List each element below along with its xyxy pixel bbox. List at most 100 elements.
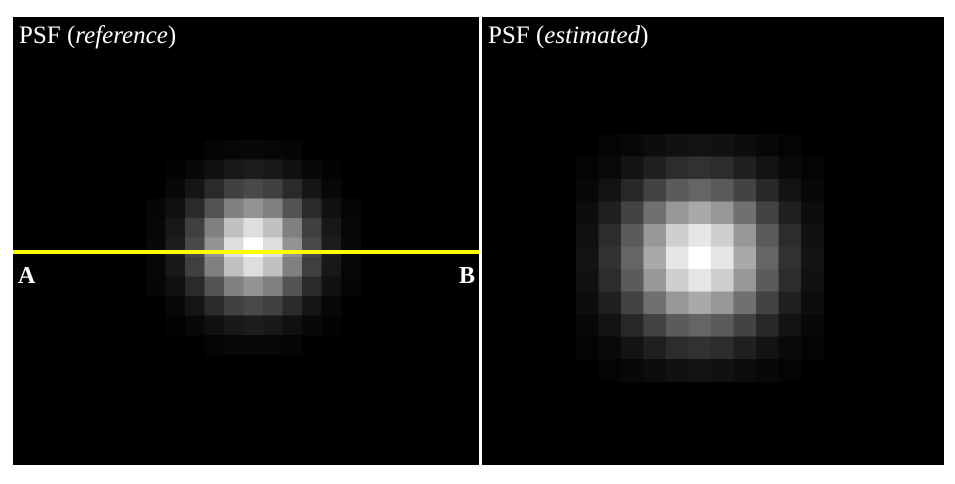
psf-pixel — [146, 276, 166, 297]
psf-pixel — [263, 198, 283, 219]
psf-pixel — [165, 257, 186, 277]
psf-pixel — [666, 201, 689, 225]
psf-pixel — [801, 224, 824, 247]
estimated-panel-title: PSF (estimated) — [488, 22, 649, 49]
psf-pixel — [302, 257, 322, 277]
psf-pixel — [688, 336, 712, 360]
psf-pixel — [756, 269, 779, 292]
psf-pixel — [778, 359, 802, 382]
psf-pixel — [643, 224, 667, 247]
psf-pixel — [733, 291, 757, 315]
psf-pixel — [341, 276, 361, 297]
psf-pixel — [243, 257, 264, 277]
psf-pixel — [666, 224, 689, 247]
psf-pixel — [321, 315, 342, 336]
psf-pixel — [282, 198, 303, 219]
psf-pixel — [756, 314, 779, 337]
psf-pixel — [282, 218, 303, 238]
psf-pixel — [302, 198, 322, 219]
psf-pixel — [341, 198, 361, 219]
psf-pixel — [204, 179, 225, 199]
psf-pixel — [688, 134, 712, 157]
psf-pixel — [224, 198, 244, 219]
psf-pixel — [643, 291, 667, 315]
psf-pixel — [204, 315, 225, 336]
psf-pixel-grid — [576, 134, 824, 382]
psf-pixel — [185, 296, 205, 316]
psf-pixel — [733, 224, 757, 247]
psf-pixel — [204, 218, 225, 238]
psf-pixel — [598, 134, 622, 157]
psf-pixel — [243, 198, 264, 219]
psf-pixel — [165, 218, 186, 238]
psf-pixel — [321, 218, 342, 238]
psf-pixel — [756, 156, 779, 180]
psf-pixel — [185, 159, 205, 180]
estimated-psf-image — [576, 134, 824, 382]
psf-pixel — [185, 179, 205, 199]
profile-line-a-b — [13, 250, 479, 254]
psf-pixel — [801, 314, 824, 337]
psf-pixel — [224, 257, 244, 277]
psf-pixel — [224, 140, 244, 160]
psf-pixel — [643, 359, 667, 382]
psf-pixel — [282, 315, 303, 336]
psf-pixel — [756, 336, 779, 360]
psf-pixel — [263, 276, 283, 297]
psf-pixel — [185, 237, 205, 258]
psf-pixel — [621, 246, 644, 270]
psf-pixel — [733, 156, 757, 180]
psf-pixel — [711, 134, 734, 157]
psf-pixel — [711, 224, 734, 247]
psf-pixel — [165, 198, 186, 219]
psf-pixel — [282, 159, 303, 180]
psf-pixel — [733, 314, 757, 337]
psf-pixel — [598, 359, 622, 382]
psf-pixel — [666, 246, 689, 270]
psf-pixel — [243, 296, 264, 316]
psf-pixel — [778, 156, 802, 180]
psf-pixel — [243, 237, 264, 258]
psf-pixel — [688, 156, 712, 180]
psf-pixel — [165, 237, 186, 258]
psf-pixel — [643, 246, 667, 270]
psf-pixel — [733, 359, 757, 382]
psf-pixel — [576, 224, 599, 247]
psf-pixel — [243, 179, 264, 199]
psf-pixel — [711, 269, 734, 292]
psf-pixel — [576, 246, 599, 270]
psf-pixel — [341, 218, 361, 238]
psf-pixel — [778, 134, 802, 157]
psf-pixel — [711, 314, 734, 337]
psf-pixel — [666, 314, 689, 337]
psf-pixel-grid — [146, 140, 361, 355]
psf-pixel — [598, 179, 622, 202]
psf-pixel — [302, 276, 322, 297]
psf-pixel — [711, 359, 734, 382]
psf-pixel — [643, 269, 667, 292]
psf-pixel — [621, 224, 644, 247]
psf-pixel — [282, 276, 303, 297]
psf-pixel — [321, 257, 342, 277]
psf-pixel — [598, 336, 622, 360]
psf-pixel — [576, 179, 599, 202]
psf-pixel — [688, 291, 712, 315]
psf-pixel — [321, 198, 342, 219]
psf-pixel — [621, 179, 644, 202]
psf-pixel — [263, 257, 283, 277]
psf-pixel — [688, 269, 712, 292]
psf-pixel — [733, 336, 757, 360]
psf-pixel — [243, 140, 264, 160]
psf-pixel — [621, 291, 644, 315]
estimated-psf-panel: PSF (estimated) — [482, 17, 944, 465]
psf-pixel — [733, 246, 757, 270]
psf-pixel — [801, 179, 824, 202]
psf-pixel — [576, 314, 599, 337]
psf-pixel — [243, 159, 264, 180]
psf-pixel — [224, 179, 244, 199]
psf-pixel — [643, 314, 667, 337]
psf-pixel — [756, 201, 779, 225]
psf-pixel — [666, 156, 689, 180]
psf-pixel — [282, 179, 303, 199]
psf-pixel — [321, 179, 342, 199]
